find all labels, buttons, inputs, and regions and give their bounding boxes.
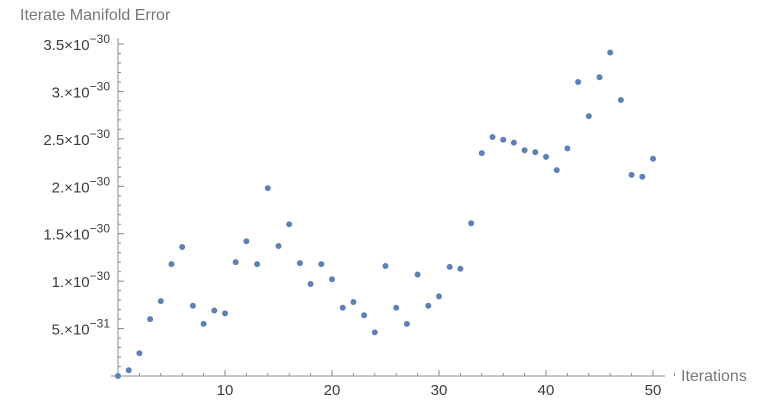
y-tick-mantissa: 2.×10 <box>52 179 90 196</box>
data-point-14 <box>264 185 271 192</box>
data-point-2 <box>136 350 143 357</box>
data-point-10 <box>222 310 228 317</box>
data-point-24 <box>371 329 378 336</box>
data-point-49 <box>639 173 646 180</box>
data-point-17 <box>296 260 303 267</box>
y-tick-label-1: 1.×10−30 <box>52 269 111 291</box>
data-point-46 <box>607 49 614 56</box>
data-point-31 <box>446 263 453 270</box>
data-point-28 <box>414 271 421 278</box>
data-point-41 <box>553 167 560 174</box>
data-point-15 <box>275 243 282 250</box>
y-tick-mantissa: 5.×10 <box>52 322 90 339</box>
y-tick-exponent: −30 <box>90 79 111 93</box>
y-tick-exponent: −31 <box>90 317 111 331</box>
x-tick-label-3: 40 <box>538 382 555 399</box>
data-point-37 <box>510 139 517 146</box>
data-point-50 <box>650 155 656 162</box>
data-point-43 <box>575 78 582 85</box>
data-point-40 <box>543 153 549 160</box>
y-tick-mantissa: 1.5×10 <box>43 227 89 244</box>
y-tick-mantissa: 2.5×10 <box>43 132 89 149</box>
data-point-20 <box>329 276 335 283</box>
data-point-19 <box>318 261 325 268</box>
y-tick-exponent: −30 <box>90 174 111 188</box>
data-point-23 <box>361 312 368 319</box>
data-point-9 <box>211 307 218 314</box>
data-point-27 <box>403 320 410 327</box>
data-point-38 <box>521 147 528 154</box>
data-points <box>115 49 656 379</box>
x-tick-label-1: 20 <box>324 382 341 399</box>
data-point-35 <box>489 133 496 140</box>
y-tick-label-6: 3.5×10−30 <box>43 32 110 54</box>
data-point-11 <box>232 259 239 266</box>
y-tick-mantissa: 1.×10 <box>52 274 90 291</box>
x-axis-title: Iterations <box>681 368 747 385</box>
data-point-44 <box>585 113 592 120</box>
data-point-39 <box>532 149 539 156</box>
data-point-47 <box>617 96 624 103</box>
data-point-42 <box>564 145 571 152</box>
y-tick-mantissa: 3.×10 <box>52 84 90 101</box>
x-tick-label-0: 10 <box>217 382 234 399</box>
x-tick-labels: 10 20 30 40 50 <box>217 382 662 399</box>
data-point-3 <box>147 316 154 323</box>
data-point-6 <box>179 243 186 250</box>
y-tick-label-2: 1.5×10−30 <box>43 222 110 244</box>
data-point-0 <box>115 373 121 379</box>
data-point-36 <box>500 136 507 143</box>
data-point-29 <box>425 302 432 309</box>
data-point-4 <box>157 298 164 305</box>
data-point-45 <box>596 74 603 81</box>
data-point-30 <box>436 293 442 300</box>
data-point-16 <box>286 221 293 228</box>
y-tick-exponent: −30 <box>90 269 111 283</box>
data-point-26 <box>393 304 400 311</box>
data-point-32 <box>457 265 464 272</box>
data-point-1 <box>125 367 132 374</box>
data-point-21 <box>339 304 346 311</box>
y-tick-label-4: 2.5×10−30 <box>43 127 110 149</box>
y-tick-labels: 5.×10−311.×10−301.5×10−302.×10−302.5×10−… <box>43 32 110 339</box>
y-tick-exponent: −30 <box>90 32 111 46</box>
data-point-8 <box>200 320 207 327</box>
y-tick-exponent: −30 <box>90 222 111 236</box>
y-tick-label-0: 5.×10−31 <box>52 317 111 339</box>
y-axis-title: Iterate Manifold Error <box>20 7 171 24</box>
data-point-7 <box>189 302 196 309</box>
data-point-33 <box>468 220 475 227</box>
y-tick-label-3: 2.×10−30 <box>52 174 111 196</box>
data-point-48 <box>628 171 635 178</box>
data-point-5 <box>168 261 175 268</box>
y-tick-exponent: −30 <box>90 127 111 141</box>
y-tick-label-5: 3.×10−30 <box>52 79 111 101</box>
data-point-12 <box>243 238 250 245</box>
axis-ticks <box>118 43 675 376</box>
data-point-22 <box>350 299 357 306</box>
data-point-13 <box>254 261 261 268</box>
y-tick-mantissa: 3.5×10 <box>43 37 89 54</box>
x-tick-label-2: 30 <box>431 382 448 399</box>
data-point-25 <box>382 262 389 269</box>
data-point-18 <box>307 280 314 287</box>
data-point-34 <box>478 150 485 157</box>
x-tick-label-4: 50 <box>645 382 662 399</box>
